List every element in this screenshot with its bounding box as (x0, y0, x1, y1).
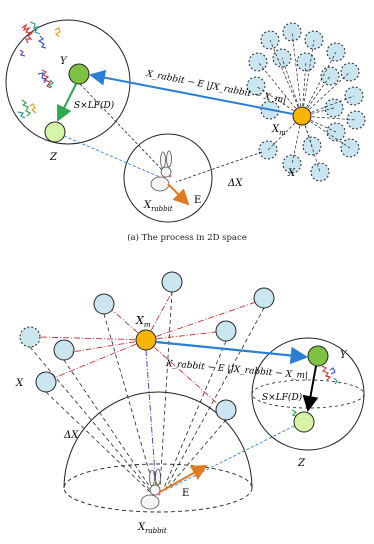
hemisphere-dome (63, 391, 253, 489)
rabbit-region-circle (123, 133, 213, 223)
levy-arrow-3d (302, 365, 319, 412)
dash-rabbit-z (63, 135, 163, 179)
label-y-bottom: Y (340, 350, 348, 361)
black-dashed-lines (29, 291, 265, 493)
red-dashdot-lines (39, 291, 257, 405)
node-z (44, 121, 66, 143)
levy-arrow (57, 83, 77, 122)
label-delta-x-bottom: ΔX (63, 430, 79, 441)
sphere-equator (251, 379, 365, 409)
node-y (68, 63, 90, 85)
label-x-top: X (287, 168, 296, 179)
label-xm-bottom: Xm (135, 314, 151, 329)
label-z-bottom: Z (297, 458, 306, 469)
hemisphere-base (63, 463, 253, 513)
label-xrabbit-bottom: Xrabbit (137, 522, 167, 535)
label-z-top: Z (49, 152, 58, 163)
label-e-bottom: E (182, 488, 189, 499)
xm-vertical-line (145, 349, 157, 489)
label-delta-x-top: ΔX (227, 178, 243, 189)
caption-2d: (a) The process in 2D space (127, 232, 247, 243)
rabbit-icon (150, 150, 172, 192)
energy-arrow-top (167, 183, 190, 206)
formula-bottom: X_rabbit − E |JX_rabbit − X_m| (165, 359, 309, 381)
formula-top: X_rabbit − E |JX_rabbit − X_m| (144, 69, 287, 106)
panel-3d: Xm X_rabbit − E |JX_rabbit − X_m| Y Z S×… (15, 271, 365, 535)
label-levy-bottom: S×LF(D) (262, 392, 303, 403)
exploit-arrow-top (89, 69, 294, 115)
label-xrabbit-top: Xrabbit (143, 200, 173, 213)
best-hawk-xm (292, 106, 312, 126)
energy-arrow-bottom (159, 465, 208, 493)
label-levy-top: S×LF(D) (74, 100, 115, 111)
node-y-3d (307, 345, 329, 367)
dash-rabbit-x (175, 151, 263, 183)
label-x-bottom: X (15, 378, 24, 389)
rabbit-icon-3d (140, 468, 161, 510)
search-region-circle (5, 19, 131, 145)
best-hawk-xm-3d (135, 329, 157, 351)
levy-trajectory-scribble (17, 21, 61, 119)
label-y-top: Y (60, 56, 68, 67)
label-e-top: E (194, 195, 201, 206)
label-xm-top: Xm (271, 124, 286, 137)
node-z-3d (293, 411, 315, 433)
dash-rabbit-y (79, 83, 167, 175)
panel-2d: Y Z S×LF(D) Xm X X_rabbit − E (5, 19, 366, 243)
exploit-arrow-bottom (155, 340, 309, 365)
dash-rabbit-z-3d (169, 425, 295, 489)
